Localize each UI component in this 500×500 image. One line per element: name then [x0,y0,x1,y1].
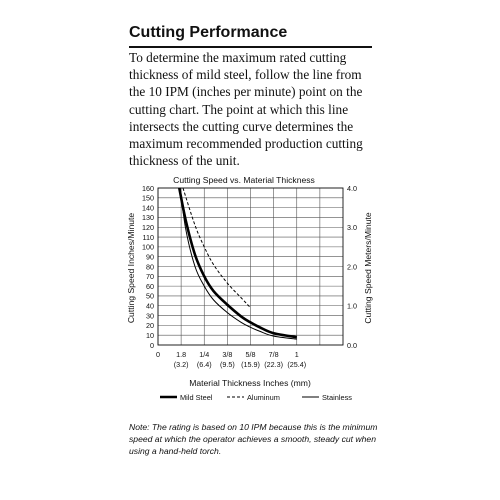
intro-paragraph: To determine the maximum rated cutting t… [129,50,363,169]
y2-tick-label: 2.0 [347,262,357,271]
x-tick-label: 1/4 [199,350,209,359]
y-tick-label: 60 [146,282,154,291]
y2-axis-label: Cutting Speed Meters/Minute [363,212,373,324]
x-tick-sublabel: (6.4) [197,360,212,369]
series-line-aluminum [182,187,251,309]
x-tick-sublabel: (22.3) [264,360,283,369]
x-tick-sublabel: (25.4) [287,360,306,369]
y-tick-label: 150 [142,194,154,203]
y-tick-label: 140 [142,203,154,212]
chart-grid [157,187,344,346]
section-heading: Cutting Performance [129,24,288,41]
heading-rule [129,46,372,48]
legend-label-stainless: Stainless [322,393,352,402]
x-tick-label: 1 [295,350,299,359]
series-line-mild-steel [178,187,297,339]
chart-legend: Mild Steel Aluminum Stainless [160,393,352,402]
chart-title: Cutting Speed vs. Material Thickness [173,175,315,185]
x-axis-ticks: 0 1.8(3.2) 1/4(6.4) 3/8(9.5) 5/8(15.9) 7/8(22… [156,350,306,369]
x-tick-label: 3/8 [222,350,232,359]
y-tick-label: 10 [146,331,154,340]
legend-label-mild-steel: Mild Steel [180,393,213,402]
y-tick-label: 100 [142,243,154,252]
y2-tick-label: 0.0 [347,341,357,350]
x-axis-label: Material Thickness Inches (mm) [189,378,311,388]
y-tick-label: 160 [142,184,154,193]
y-tick-label: 130 [142,213,154,222]
y-tick-label: 20 [146,321,154,330]
series-line-stainless [179,187,297,340]
legend-label-aluminum: Aluminum [247,393,280,402]
y-tick-label: 120 [142,223,154,232]
y-tick-label: 70 [146,272,154,281]
x-tick-sublabel: (9.5) [220,360,235,369]
x-tick-label: 5/8 [246,350,256,359]
x-tick-label: 7/8 [269,350,279,359]
y-tick-label: 30 [146,311,154,320]
y-tick-label: 50 [146,292,154,301]
y-axis-label: Cutting Speed Inches/Minute [126,213,136,324]
x-tick-sublabel: (15.9) [241,360,260,369]
y-tick-label: 0 [150,341,154,350]
y2-tick-label: 1.0 [347,302,357,311]
y-tick-label: 80 [146,262,154,271]
plot-frame [157,187,344,346]
y2-tick-label: 4.0 [347,184,357,193]
y-tick-label: 40 [146,302,154,311]
y2-tick-label: 3.0 [347,223,357,232]
x-tick-label: 1.8 [176,350,186,359]
x-tick-sublabel: (3.2) [174,360,189,369]
y-tick-label: 90 [146,252,154,261]
chart-curves [178,187,297,340]
x-tick-label: 0 [156,350,160,359]
y2-axis-ticks: 0.0 1.0 2.0 3.0 4.0 [347,184,357,350]
footnote: Note: The rating is based on 10 IPM beca… [129,422,378,456]
y-tick-label: 110 [143,233,154,242]
